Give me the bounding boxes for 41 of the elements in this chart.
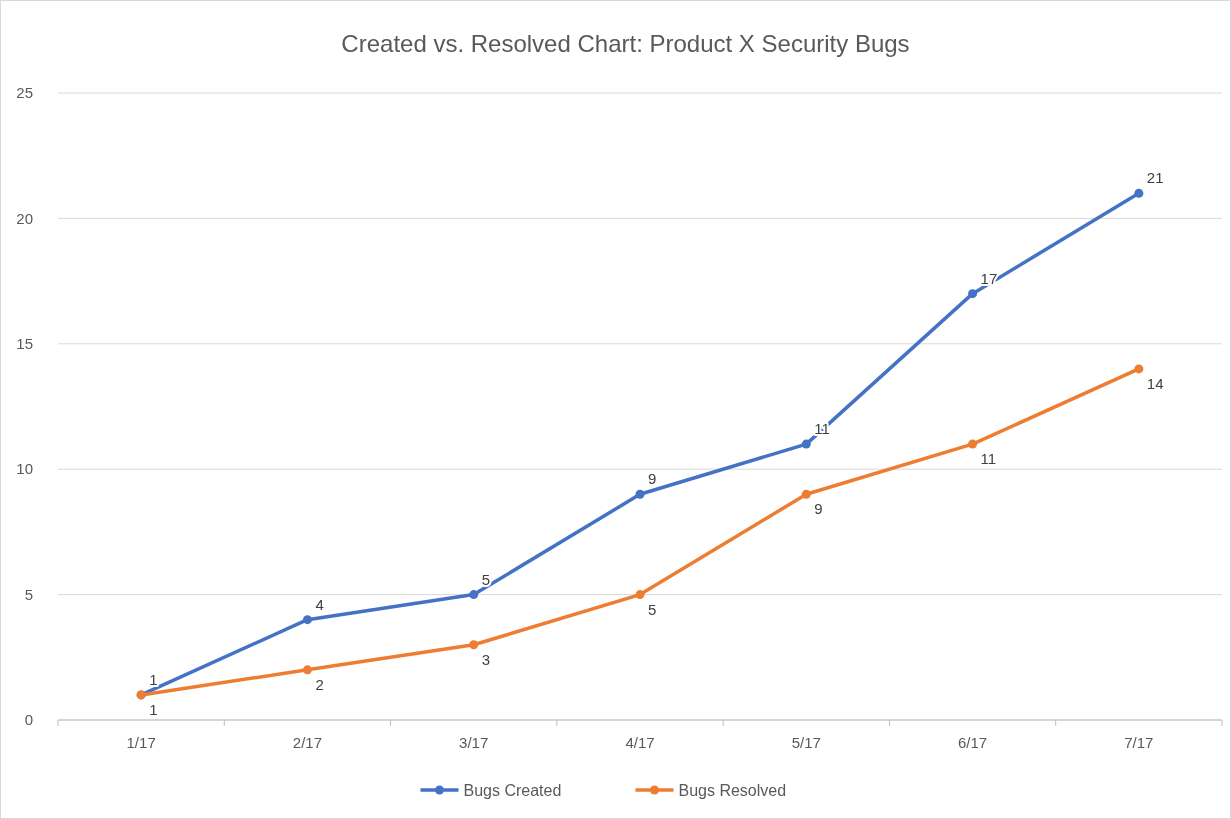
data-label: 5 (481, 570, 491, 588)
point (1134, 364, 1144, 374)
data-label: 14 (1146, 374, 1164, 392)
data-label: 1 (149, 670, 158, 688)
data-label: 5 (648, 600, 657, 618)
x-tick-label: 2/17 (292, 734, 323, 751)
y-tick-label: 10 (16, 460, 33, 478)
x-tick-label: 1/17 (126, 734, 156, 751)
data-label: 9 (814, 500, 823, 518)
x-tick-label: 3/17 (459, 734, 489, 751)
x-tick-label: 4/17 (625, 734, 655, 751)
x-tick-label: 7/17 (1124, 734, 1154, 751)
legend-label: Bugs Resolved (678, 781, 787, 799)
data-label: 11 (980, 450, 997, 468)
data-label: 21 (1146, 169, 1164, 187)
y-tick-label: 5 (24, 585, 33, 603)
data-label: 17 (980, 269, 998, 287)
point (302, 665, 312, 675)
data-label: 3 (481, 650, 491, 668)
point (801, 489, 811, 499)
point (968, 439, 978, 449)
point (801, 439, 811, 449)
point (968, 289, 978, 299)
data-label: 4 (315, 595, 324, 613)
data-label: 2 (315, 675, 324, 693)
point (635, 590, 645, 600)
point (469, 590, 479, 600)
point (302, 615, 312, 625)
point (469, 640, 479, 650)
legend-label: Bugs Created (463, 781, 562, 799)
chart-title: Created vs. Resolved Chart: Product X Security Bugs (341, 30, 910, 57)
point (635, 489, 645, 499)
data-label: 9 (648, 470, 657, 488)
x-tick-label: 5/17 (791, 734, 821, 751)
y-tick-label: 20 (16, 209, 33, 227)
point (1134, 188, 1144, 198)
data-label: 1 (149, 700, 158, 718)
y-tick-label: 15 (16, 335, 33, 353)
y-tick-label: 0 (24, 711, 33, 729)
x-tick-label: 6/17 (957, 734, 988, 751)
y-tick-label: 25 (16, 84, 33, 102)
